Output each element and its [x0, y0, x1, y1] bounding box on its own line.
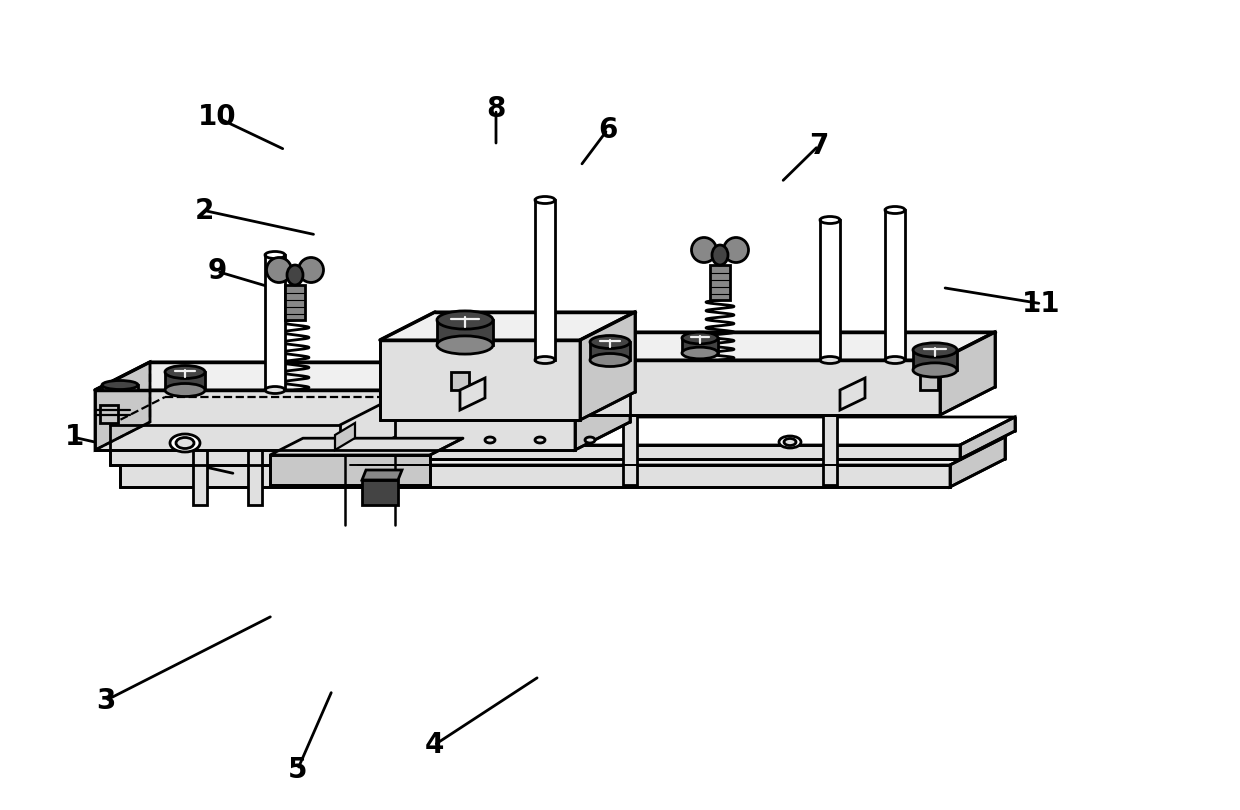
- Polygon shape: [451, 372, 469, 390]
- Polygon shape: [362, 480, 398, 505]
- Polygon shape: [622, 415, 637, 485]
- Ellipse shape: [436, 336, 494, 354]
- Polygon shape: [193, 445, 207, 505]
- Ellipse shape: [176, 437, 193, 449]
- Polygon shape: [270, 455, 430, 485]
- Text: 6: 6: [598, 116, 618, 143]
- Polygon shape: [711, 265, 730, 300]
- Ellipse shape: [820, 216, 839, 224]
- Ellipse shape: [485, 437, 495, 443]
- Polygon shape: [885, 210, 905, 360]
- Ellipse shape: [534, 197, 556, 203]
- Polygon shape: [340, 397, 396, 465]
- Text: 5: 5: [288, 756, 308, 783]
- Ellipse shape: [102, 381, 138, 390]
- Polygon shape: [940, 332, 994, 415]
- Polygon shape: [960, 417, 1016, 459]
- Polygon shape: [436, 320, 494, 345]
- Ellipse shape: [779, 436, 801, 448]
- Ellipse shape: [265, 251, 285, 258]
- Polygon shape: [362, 470, 402, 480]
- Polygon shape: [950, 437, 1004, 487]
- Ellipse shape: [299, 258, 324, 283]
- Polygon shape: [100, 405, 118, 423]
- Polygon shape: [445, 332, 994, 360]
- Text: 11: 11: [1022, 290, 1061, 318]
- Ellipse shape: [784, 438, 796, 446]
- Polygon shape: [682, 338, 718, 353]
- Polygon shape: [445, 332, 500, 415]
- Polygon shape: [379, 312, 635, 340]
- Text: 1: 1: [64, 424, 84, 451]
- Text: 8: 8: [486, 96, 506, 123]
- Polygon shape: [379, 340, 580, 420]
- Polygon shape: [102, 385, 138, 390]
- Polygon shape: [270, 438, 463, 455]
- Polygon shape: [110, 425, 340, 465]
- Ellipse shape: [913, 363, 957, 377]
- Text: 4: 4: [424, 731, 444, 759]
- Polygon shape: [445, 360, 940, 415]
- Ellipse shape: [913, 343, 957, 357]
- Polygon shape: [110, 397, 396, 425]
- Ellipse shape: [534, 437, 546, 443]
- Ellipse shape: [286, 265, 303, 285]
- Polygon shape: [335, 423, 355, 450]
- Polygon shape: [590, 342, 630, 360]
- Polygon shape: [285, 285, 305, 320]
- Polygon shape: [95, 362, 150, 450]
- Ellipse shape: [165, 365, 205, 378]
- Polygon shape: [575, 362, 630, 450]
- Ellipse shape: [590, 335, 630, 348]
- Ellipse shape: [170, 434, 200, 452]
- Polygon shape: [823, 415, 837, 485]
- Ellipse shape: [267, 258, 291, 283]
- Ellipse shape: [820, 356, 839, 364]
- Polygon shape: [165, 372, 205, 390]
- Ellipse shape: [712, 245, 728, 265]
- Polygon shape: [913, 350, 957, 370]
- Ellipse shape: [885, 207, 905, 214]
- Text: 9: 9: [207, 258, 227, 285]
- Polygon shape: [920, 372, 937, 390]
- Polygon shape: [95, 362, 630, 390]
- Polygon shape: [140, 417, 1016, 445]
- Text: 7: 7: [808, 132, 828, 160]
- Ellipse shape: [682, 332, 718, 344]
- Text: 2: 2: [195, 197, 215, 224]
- Ellipse shape: [265, 386, 285, 394]
- Text: 10: 10: [197, 104, 237, 131]
- Ellipse shape: [534, 356, 556, 364]
- Polygon shape: [120, 465, 950, 487]
- Ellipse shape: [590, 353, 630, 366]
- Ellipse shape: [585, 437, 595, 443]
- Polygon shape: [460, 378, 485, 410]
- Ellipse shape: [436, 311, 494, 329]
- Ellipse shape: [682, 347, 718, 359]
- Ellipse shape: [692, 237, 717, 262]
- Polygon shape: [839, 378, 866, 410]
- Text: 3: 3: [95, 687, 115, 714]
- Polygon shape: [95, 390, 575, 450]
- Ellipse shape: [885, 356, 905, 364]
- Ellipse shape: [165, 383, 205, 397]
- Polygon shape: [580, 312, 635, 420]
- Ellipse shape: [723, 237, 749, 262]
- Polygon shape: [534, 200, 556, 360]
- Polygon shape: [248, 445, 262, 505]
- Polygon shape: [120, 437, 1004, 465]
- Polygon shape: [265, 255, 285, 390]
- Polygon shape: [140, 445, 960, 459]
- Polygon shape: [820, 220, 839, 360]
